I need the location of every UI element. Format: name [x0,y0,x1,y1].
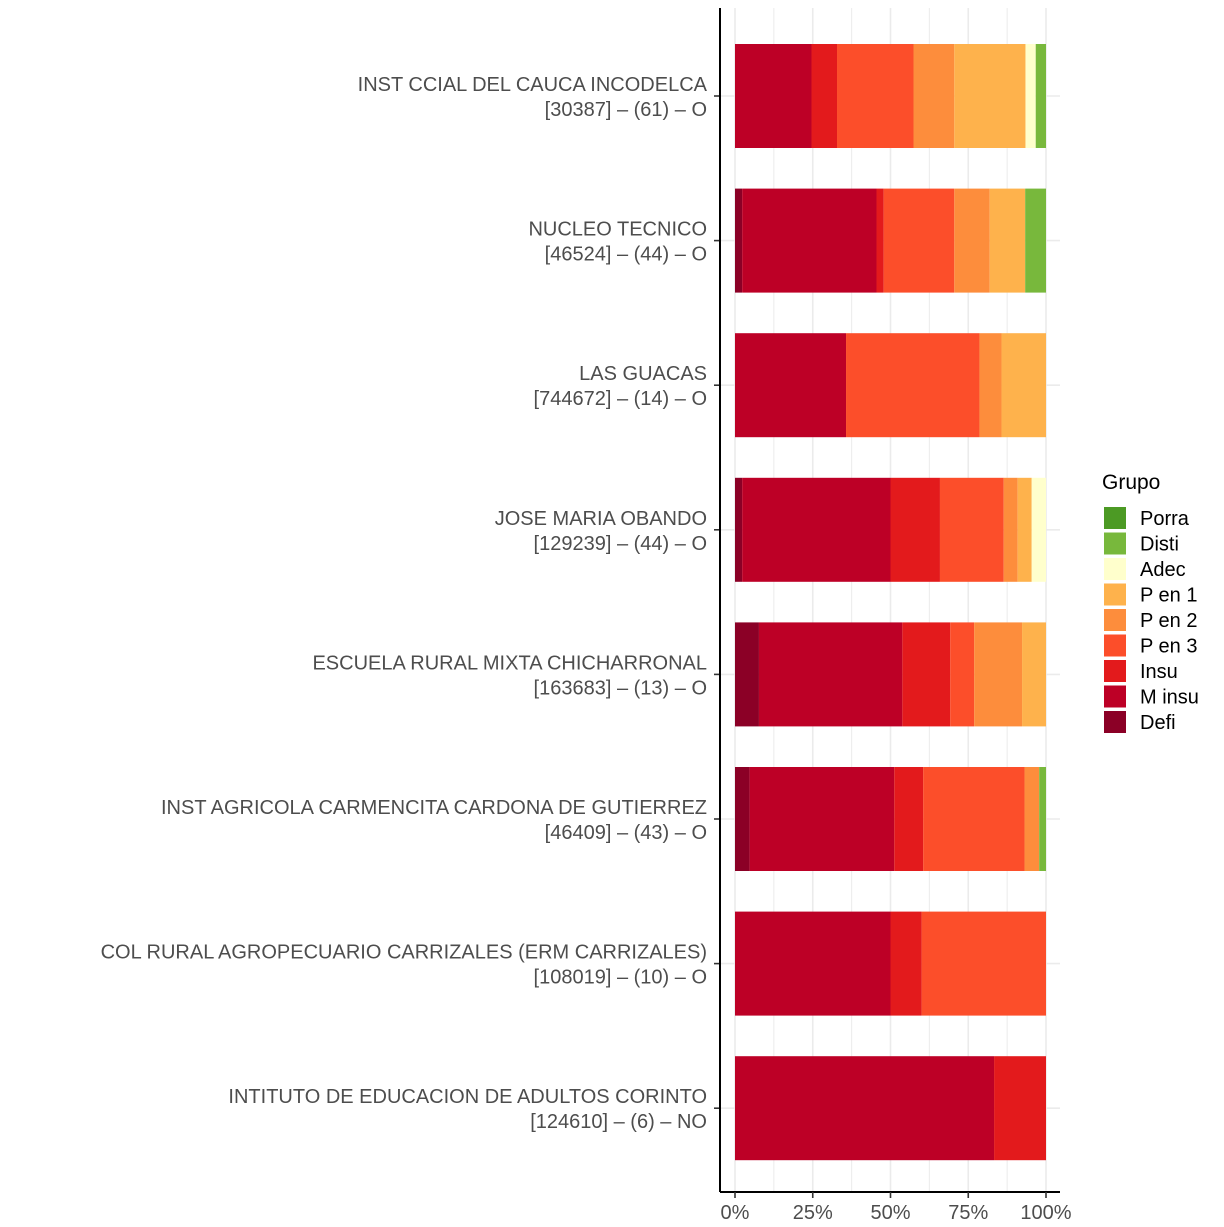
bar-segment [811,44,838,148]
bar-segment [837,44,914,148]
legend-swatch [1104,634,1126,657]
category-name-label: NUCLEO TECNICO [528,219,707,241]
bar-segment [954,44,1026,148]
bar-segment [735,767,750,871]
bar-segment [923,767,1025,871]
bar-segment [1024,767,1040,871]
bar-segment [950,622,975,727]
bar-segment [1031,477,1046,582]
legend-swatch [1104,609,1126,631]
category-detail-label: [46524] – (44) – O [545,244,707,266]
bar-segment [1025,188,1046,293]
x-tick-label: 100% [1020,1202,1071,1224]
legend-label: P en 1 [1140,585,1197,607]
bar-segment [1025,44,1036,148]
x-tick-label: 75% [948,1202,988,1224]
legend-swatch [1104,711,1126,733]
bar-segment [1039,767,1046,871]
bar-segment [979,333,1002,438]
legend-swatch [1104,532,1126,555]
bar-segment [989,188,1026,293]
legend-label: P en 3 [1140,636,1197,658]
bar-segment [742,188,877,293]
category-detail-label: [108019] – (10) – O [534,967,707,989]
bars [735,44,1046,1161]
bar-segment [735,44,812,148]
category-detail-label: [46409] – (43) – O [545,822,707,844]
x-tick-label: 25% [793,1202,833,1224]
legend-label: Insu [1140,661,1178,683]
legend-label: Adec [1140,559,1186,581]
category-detail-label: [744672] – (14) – O [534,388,707,410]
category-detail-label: [30387] – (61) – O [545,99,707,121]
legend-label: P en 2 [1140,610,1197,632]
bar-segment [890,477,940,582]
category-name-label: INST AGRICOLA CARMENCITA CARDONA DE GUTI… [161,797,707,819]
bar-segment [994,1056,1046,1161]
category-labels: INST CCIAL DEL CAUCA INCODELCA [30387] –… [101,74,708,1133]
legend-swatch [1104,583,1126,606]
legend-label: Defi [1140,712,1176,734]
legend-title: Grupo [1102,471,1160,494]
category-name-label: COL RURAL AGROPECUARIO CARRIZALES (ERM C… [101,942,707,964]
category-name-label: INTITUTO DE EDUCACION DE ADULTOS CORINTO [228,1086,707,1108]
bar-segment [742,477,891,582]
category-name-label: ESCUELA RURAL MIXTA CHICHARRONAL [312,652,707,674]
bar-segment [883,188,955,293]
bar-segment [758,622,903,727]
bar-segment [954,188,990,293]
bar-segment [735,622,759,727]
legend-swatch [1104,507,1126,529]
bar-segment [1001,333,1046,438]
category-name-label: LAS GUACAS [579,363,707,385]
bar-segment [913,44,955,148]
bar-segment [1035,44,1046,148]
axes [714,8,1060,1198]
bar-segment [974,622,1023,727]
x-tick-label: 0% [721,1202,750,1224]
bar-segment [890,911,922,1016]
legend: Grupo Porra Disti Adec P en 1 P en 2 P en 3 In… [1102,471,1199,734]
bar-segment [939,477,1004,582]
bar-segment [735,911,891,1016]
legend-label: Porra [1140,508,1190,530]
category-detail-label: [163683] – (13) – O [534,677,707,699]
legend-swatch [1104,685,1126,708]
category-name-label: INST CCIAL DEL CAUCA INCODELCA [358,74,708,96]
bar-segment [735,333,847,438]
legend-swatch [1104,660,1126,682]
category-detail-label: [129239] – (44) – O [534,533,707,555]
bar-segment [1022,622,1046,727]
x-tick-labels: 0% 25% 50% 75% 100% [721,1202,1072,1224]
bar-segment [876,188,884,293]
legend-label: Disti [1140,534,1179,556]
category-detail-label: [124610] – (6) – NO [530,1111,707,1133]
bar-segment [1017,477,1032,582]
category-name-label: JOSE MARIA OBANDO [495,508,707,530]
bar-segment [894,767,924,871]
legend-swatch [1104,558,1126,580]
bar-segment [749,767,895,871]
bar-segment [902,622,951,727]
bar-segment [1003,477,1018,582]
bar-segment [735,1056,995,1161]
bar-segment [846,333,980,438]
bar-segment [921,911,1046,1016]
legend-label: M insu [1140,687,1199,709]
bar-segment [735,477,743,582]
bar-segment [735,188,743,293]
x-tick-label: 50% [870,1202,910,1224]
